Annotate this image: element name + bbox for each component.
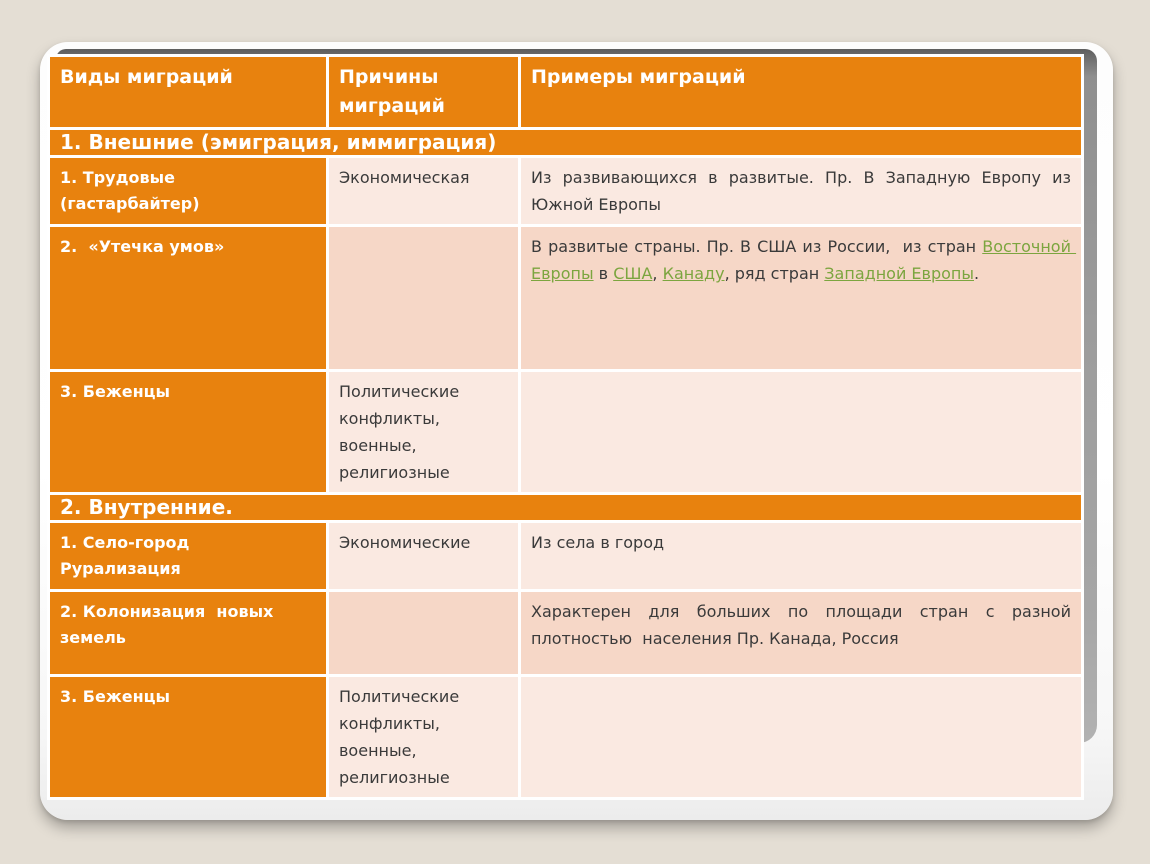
section-row-external: 1. Внешние (эмиграция, иммиграция) bbox=[50, 130, 1081, 155]
migration-cause-cell: Экономическая bbox=[329, 158, 518, 224]
migration-cause-cell: Политические конфликты, военные, религио… bbox=[329, 677, 518, 797]
migration-type-cell: 3. Беженцы bbox=[50, 677, 326, 797]
migration-example-cell: Из села в город bbox=[521, 523, 1081, 589]
hyperlink[interactable]: Канаду bbox=[662, 264, 725, 283]
migration-cause-cell bbox=[329, 227, 518, 369]
migration-table: Виды миграций Причины миграций Примеры м… bbox=[47, 54, 1084, 800]
hyperlink[interactable]: США bbox=[613, 264, 653, 283]
migration-cause-cell: Политические конфликты, военные, религио… bbox=[329, 372, 518, 492]
column-header-examples: Примеры миграций bbox=[521, 57, 1081, 127]
text-segment: в bbox=[593, 264, 614, 283]
table-row: 2. Колонизация новых земель Характерен д… bbox=[50, 592, 1081, 674]
section-title-external: 1. Внешние (эмиграция, иммиграция) bbox=[50, 130, 1081, 155]
migration-type-cell: 1. Трудовые (гастарбайтер) bbox=[50, 158, 326, 224]
text-segment: , ряд стран bbox=[724, 264, 825, 283]
migration-type-cell: 2. «Утечка умов» bbox=[50, 227, 326, 369]
section-title-internal: 2. Внутренние. bbox=[50, 495, 1081, 520]
migration-example-cell bbox=[521, 372, 1081, 492]
migration-type-cell: 3. Беженцы bbox=[50, 372, 326, 492]
table-row: 1. Трудовые (гастарбайтер) Экономическая… bbox=[50, 158, 1081, 224]
text-segment: , bbox=[652, 264, 663, 283]
text-segment: . bbox=[974, 264, 980, 283]
slide-card: Виды миграций Причины миграций Примеры м… bbox=[40, 42, 1113, 820]
table-row: 2. «Утечка умов» В развитые страны. Пр. … bbox=[50, 227, 1081, 369]
column-header-types: Виды миграций bbox=[50, 57, 326, 127]
migration-example-cell: В развитые страны. Пр. В США из России, … bbox=[521, 227, 1081, 369]
migration-example-cell: Из развивающихся в развитые. Пр. В Запад… bbox=[521, 158, 1081, 224]
migration-type-cell: 1. Село-город Рурализация bbox=[50, 523, 326, 589]
column-header-causes: Причины миграций bbox=[329, 57, 518, 127]
migration-example-cell: Характерен для больших по площади стран … bbox=[521, 592, 1081, 674]
migration-example-cell bbox=[521, 677, 1081, 797]
migration-cause-cell: Экономические bbox=[329, 523, 518, 589]
section-row-internal: 2. Внутренние. bbox=[50, 495, 1081, 520]
hyperlink[interactable]: Западной Европы bbox=[824, 264, 974, 283]
table-row: 3. Беженцы Политические конфликты, военн… bbox=[50, 372, 1081, 492]
migration-cause-cell bbox=[329, 592, 518, 674]
hyperlink[interactable]: Восточной Европы bbox=[531, 237, 1077, 283]
header-row: Виды миграций Причины миграций Примеры м… bbox=[50, 57, 1081, 127]
text-segment: В развитые страны. Пр. В США из России, … bbox=[531, 237, 983, 256]
migration-type-cell: 2. Колонизация новых земель bbox=[50, 592, 326, 674]
table-row: 1. Село-город Рурализация Экономические … bbox=[50, 523, 1081, 589]
table-row: 3. Беженцы Политические конфликты, военн… bbox=[50, 677, 1081, 797]
